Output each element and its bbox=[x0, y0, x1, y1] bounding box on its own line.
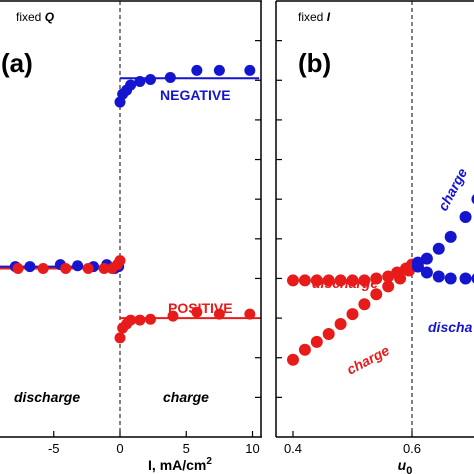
panel-a-discharge-label: discharge bbox=[14, 389, 80, 405]
panel-a-xlabel-main: I, mA/cm bbox=[148, 457, 206, 473]
panel-b-point-charge-2 bbox=[459, 211, 472, 224]
panel-b-ticks: 0.4 0.6 bbox=[276, 40, 421, 456]
panel-a-points bbox=[9, 64, 256, 344]
panel-b-charge-red-label: charge bbox=[344, 342, 392, 378]
panel-b-charge-blue-label: charge bbox=[435, 165, 471, 213]
panel-b-discharge-blue-label: discha bbox=[428, 319, 473, 335]
panel-b-xtick-label: 0.6 bbox=[403, 441, 421, 456]
panel-b-xlabel-subscript: 0 bbox=[406, 465, 412, 474]
panel-a-fixed-label: fixed Q bbox=[16, 10, 55, 24]
panel-b-point-charge-1 bbox=[334, 318, 347, 331]
panel-b-letter: (b) bbox=[298, 48, 331, 78]
panel-a-point-negative bbox=[134, 75, 146, 87]
panel-a-point-positive bbox=[114, 332, 126, 344]
panel-b-point-charge-1 bbox=[370, 288, 383, 301]
panel-b-point-discharge-3 bbox=[420, 266, 433, 279]
panel-a-point-positive bbox=[37, 263, 49, 275]
panel-a-point-positive bbox=[114, 255, 126, 267]
panel-a-fit-lines bbox=[0, 77, 260, 320]
panel-b-point-charge-1 bbox=[346, 308, 359, 321]
panel-b-xtick-label: 0.4 bbox=[284, 441, 302, 456]
panel-b-points bbox=[287, 194, 474, 366]
panel-a-xtick-label: 0 bbox=[116, 441, 123, 456]
panel-a-letter: (a) bbox=[1, 48, 33, 78]
panel-a-point-positive bbox=[60, 263, 72, 275]
panel-a-xtick-label: -5 bbox=[48, 441, 60, 456]
panel-a-fixed-variable: Q bbox=[45, 10, 55, 24]
panel-b-point-charge-1 bbox=[298, 343, 311, 356]
panel-a-point-positive bbox=[12, 263, 24, 275]
panel-a: -5 0 5 10 fixed Q (a) NEGATIVE POSITIVE dis… bbox=[0, 0, 262, 473]
panel-a-point-negative bbox=[213, 64, 225, 76]
panel-b-point-discharge-0 bbox=[382, 270, 395, 283]
panel-a-fixed-prefix: fixed bbox=[16, 10, 41, 24]
panel-b-xlabel: u0 bbox=[398, 457, 413, 474]
panel-b-point-charge-2 bbox=[432, 242, 445, 255]
panel-a-point-negative bbox=[125, 79, 137, 91]
panel-a-point-positive bbox=[244, 308, 256, 320]
panel-a-point-positive bbox=[144, 313, 156, 325]
panel-b-point-discharge-3 bbox=[444, 272, 457, 285]
panel-b-point-discharge-0 bbox=[298, 274, 311, 287]
panel-b-xlabel-main: u bbox=[398, 457, 407, 473]
panel-b-point-discharge-0 bbox=[310, 274, 323, 287]
panel-b-point-charge-1 bbox=[322, 327, 335, 340]
panel-b-point-discharge-0 bbox=[287, 274, 299, 287]
panel-a-xlabel: I, mA/cm2 bbox=[148, 456, 212, 473]
panel-a-point-positive bbox=[191, 306, 203, 318]
panel-a-charge-label: charge bbox=[163, 389, 209, 405]
panel-a-xtick-label: 10 bbox=[245, 441, 259, 456]
panel-b-point-charge-1 bbox=[382, 280, 395, 293]
panel-b-discharge-red-label: discharge bbox=[312, 275, 378, 291]
panel-a-point-positive bbox=[125, 314, 137, 326]
panel-a-xtick-label: 5 bbox=[183, 441, 190, 456]
panel-a-point-negative bbox=[244, 64, 256, 76]
panel-a-point-negative bbox=[164, 71, 176, 83]
panel-b-point-discharge-0 bbox=[346, 274, 359, 287]
panel-b-point-charge-1 bbox=[287, 353, 299, 366]
panel-b-point-discharge-0 bbox=[334, 274, 347, 287]
panel-a-point-positive bbox=[134, 314, 146, 326]
panel-b-point-discharge-3 bbox=[432, 270, 445, 283]
panel-a-point-negative bbox=[144, 73, 156, 85]
panel-b-fixed-prefix: fixed bbox=[298, 10, 323, 24]
panel-b-point-charge-1 bbox=[358, 298, 371, 311]
panel-b-point-discharge-3 bbox=[459, 272, 472, 285]
panel-a-point-positive bbox=[167, 310, 179, 322]
panel-a-point-negative bbox=[72, 260, 84, 272]
panel-a-xlabel-superscript: 2 bbox=[206, 456, 212, 467]
panel-a-point-positive bbox=[213, 308, 225, 320]
panel-b-point-discharge-0 bbox=[370, 272, 383, 285]
panel-a-ticks: -5 0 5 10 bbox=[48, 40, 261, 456]
panel-b-point-charge-2 bbox=[420, 252, 433, 265]
panel-a-point-negative bbox=[24, 261, 36, 273]
panel-b-point-discharge-0 bbox=[322, 274, 335, 287]
panel-a-point-positive bbox=[82, 263, 94, 275]
panel-b-fixed-variable: I bbox=[327, 10, 331, 24]
panel-b-point-charge-1 bbox=[310, 335, 323, 348]
panel-b-point-discharge-3 bbox=[471, 273, 474, 284]
panel-b-point-discharge-3 bbox=[411, 260, 424, 273]
panel-b-fixed-label: fixed I bbox=[298, 10, 331, 24]
panel-b-point-charge-2 bbox=[444, 230, 457, 243]
positive-label: POSITIVE bbox=[168, 300, 233, 316]
negative-label: NEGATIVE bbox=[160, 87, 231, 103]
panel-b-point-discharge-0 bbox=[358, 274, 371, 287]
panel-b-point-charge-1 bbox=[394, 272, 407, 285]
panel-b-point-charge-2 bbox=[471, 194, 474, 205]
panel-a-point-positive bbox=[98, 263, 110, 275]
panel-a-point-negative bbox=[191, 64, 203, 76]
panel-b: 0.4 0.6 fixed I (b) discharge charge char… bbox=[275, 0, 474, 474]
